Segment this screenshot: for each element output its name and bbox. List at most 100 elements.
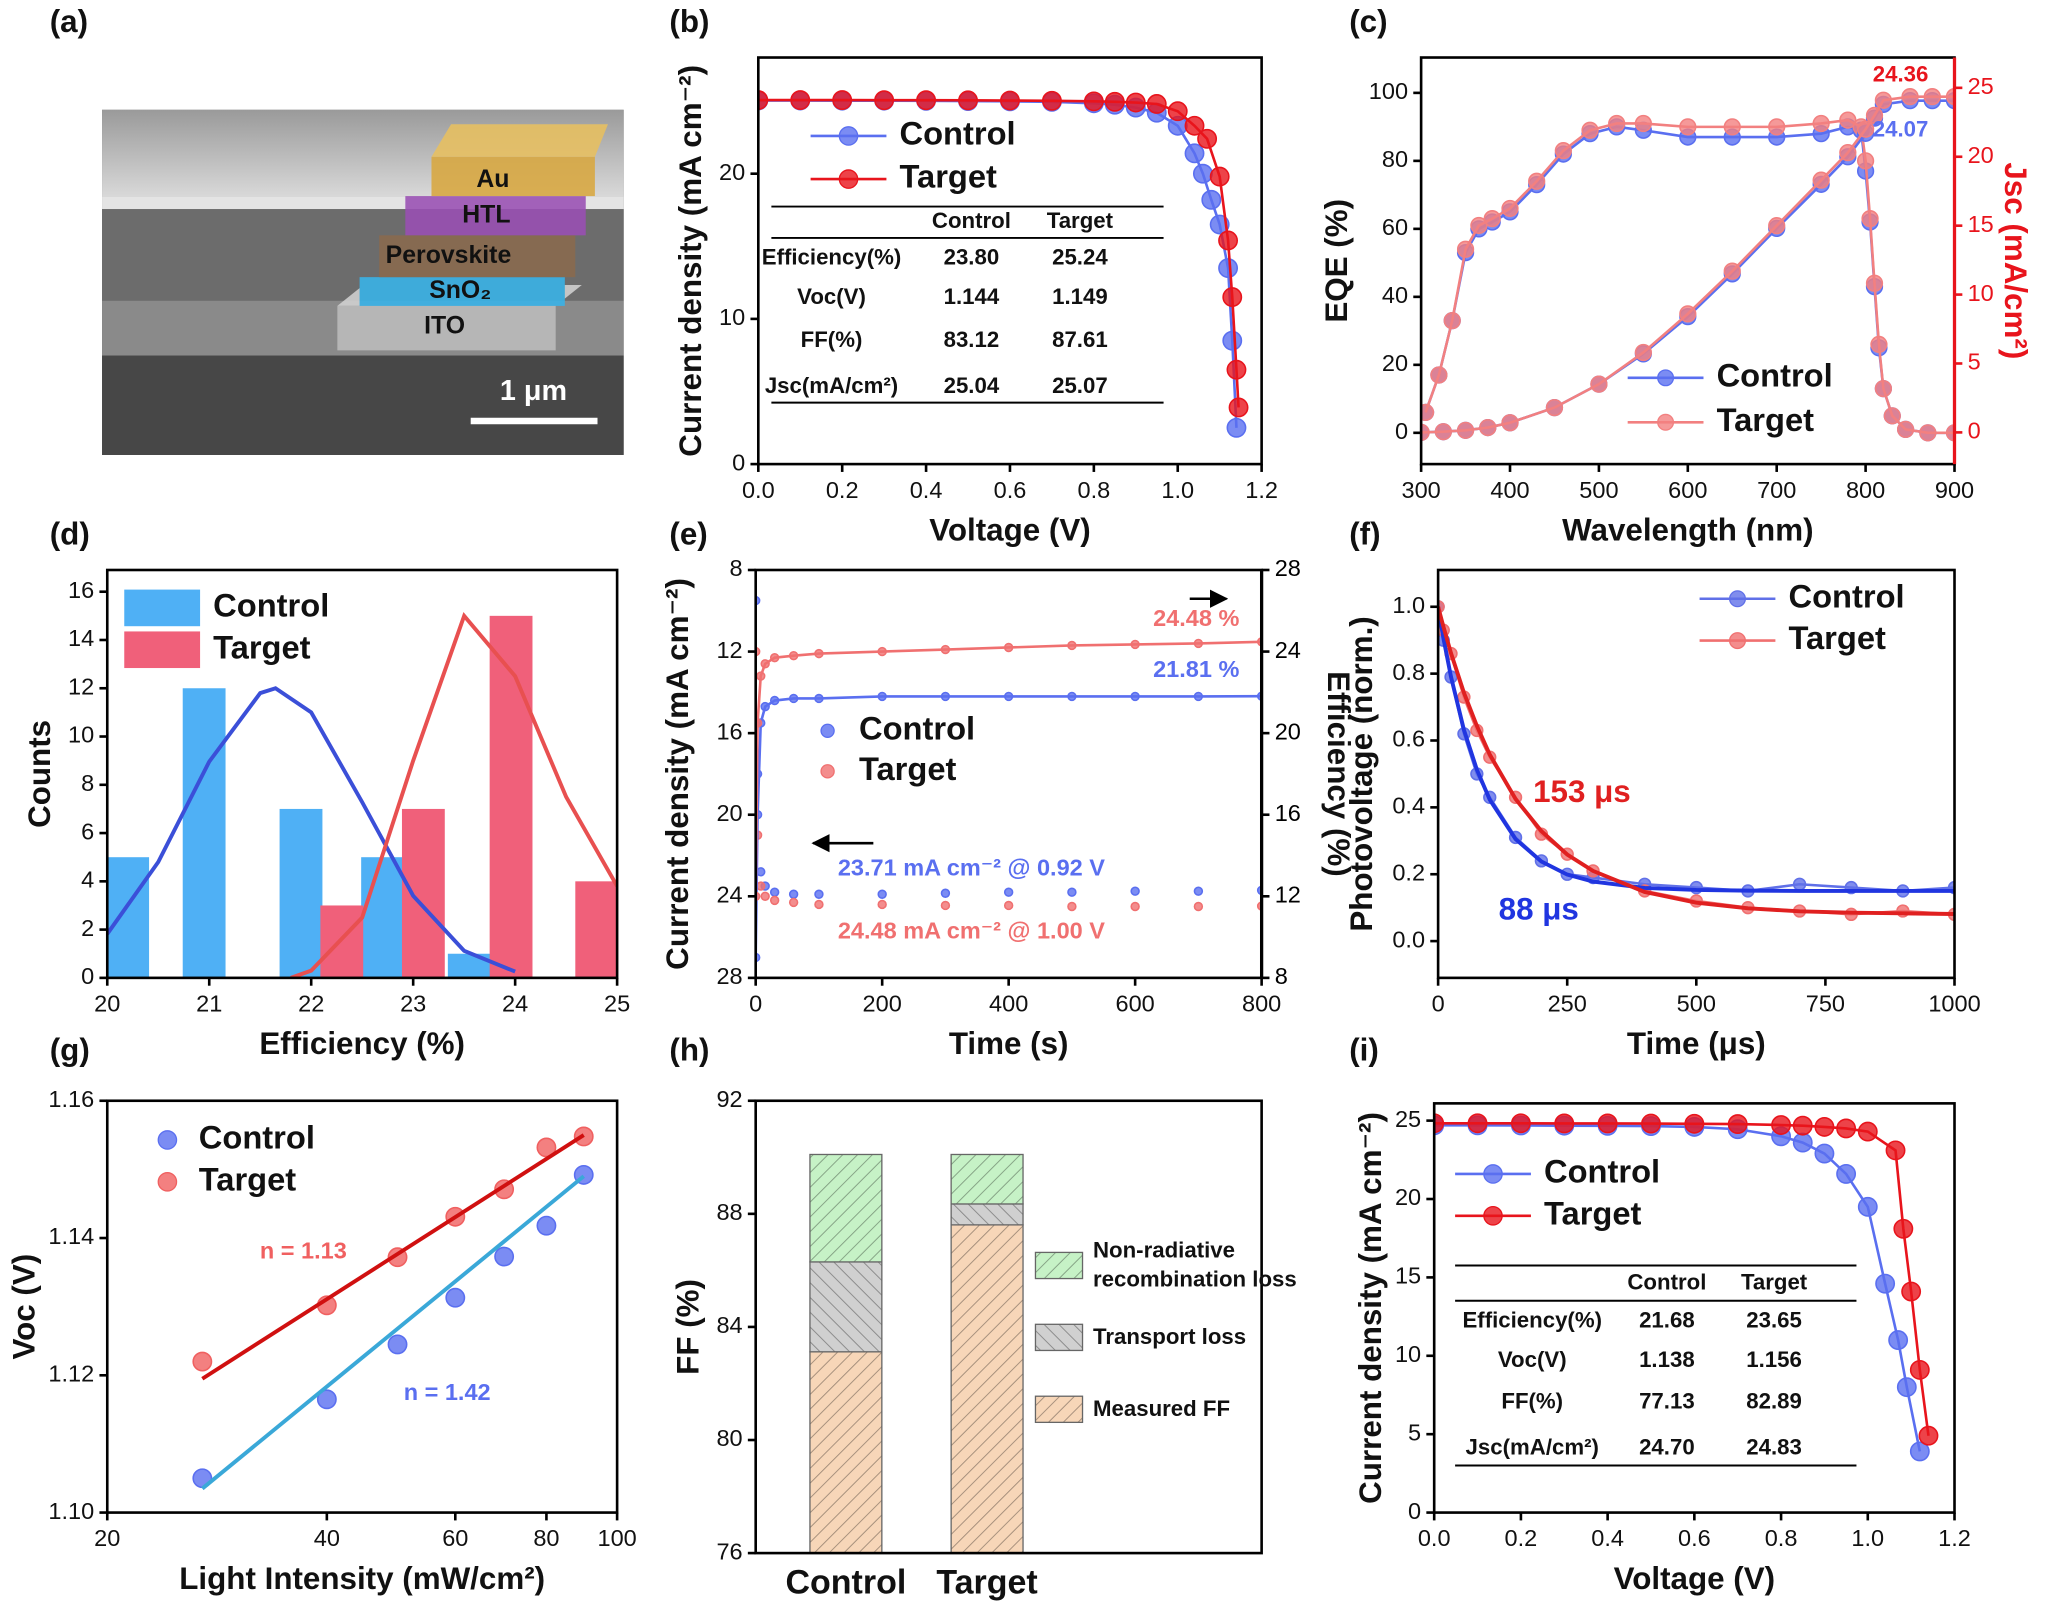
- bar-segment: [809, 1153, 883, 1263]
- x-tick-label: 500: [1677, 991, 1716, 1017]
- y-tick-label: 80: [716, 1425, 742, 1451]
- legend-label: Target: [1788, 619, 1886, 656]
- x-tick-label: 1.2: [1938, 1525, 1971, 1551]
- plot-frame: [754, 1099, 1263, 1555]
- x-tick-label: 400: [989, 991, 1028, 1017]
- marker: [1545, 398, 1564, 417]
- y-tick-label: 5: [1408, 1419, 1421, 1445]
- series-line: [290, 611, 618, 978]
- bar: [361, 857, 404, 978]
- marker: [1901, 1281, 1922, 1302]
- marker: [1874, 91, 1893, 109]
- table-cell: Jsc(mA/cm²): [1466, 1434, 1599, 1459]
- marker: [1421, 423, 1430, 442]
- table-cell: Jsc(mA/cm²): [765, 373, 898, 398]
- table-cell: 24.83: [1746, 1434, 1802, 1459]
- marker: [1067, 691, 1077, 702]
- marker: [1874, 380, 1893, 398]
- marker: [1768, 217, 1786, 235]
- marker: [814, 648, 824, 659]
- marker: [755, 718, 763, 728]
- x-tick-label: 60: [442, 1525, 468, 1551]
- y-tick-label: 8: [730, 555, 743, 581]
- marker: [1483, 210, 1501, 228]
- layer-label: ITO: [424, 312, 465, 339]
- marker: [1679, 118, 1697, 136]
- marker: [814, 693, 824, 704]
- y-tick-label: 6: [81, 818, 94, 844]
- marker: [1893, 1218, 1914, 1239]
- y-tick-label: 0.8: [1392, 659, 1425, 685]
- x-tick-label: 500: [1579, 477, 1618, 503]
- y-tick-label: 0.2: [1392, 859, 1425, 885]
- marker: [958, 90, 978, 111]
- marker: [1184, 143, 1205, 164]
- annotation: n = 1.42: [404, 1379, 491, 1405]
- legend-swatch: [1034, 1323, 1084, 1352]
- marker: [1771, 1115, 1792, 1135]
- x-axis-label: Wavelength (nm): [1562, 512, 1813, 547]
- legend-label: Target: [899, 158, 997, 195]
- marker: [1839, 111, 1857, 129]
- bar: [107, 857, 150, 978]
- y-tick-label: 20: [716, 800, 742, 826]
- marker: [536, 1215, 557, 1236]
- panel-label: (e): [669, 516, 707, 551]
- marker: [1901, 88, 1919, 106]
- marker: [1768, 118, 1786, 136]
- marker: [1003, 642, 1014, 653]
- marker: [1679, 305, 1697, 323]
- marker: [1896, 1377, 1917, 1398]
- y-tick-label: 80: [1382, 146, 1408, 172]
- legend-swatch: [838, 126, 859, 146]
- legend-label: Target: [213, 628, 311, 665]
- marker: [916, 90, 937, 111]
- marker: [788, 897, 799, 908]
- x-tick-label: 100: [597, 1525, 636, 1551]
- legend-label: Control: [1717, 356, 1833, 393]
- marker: [1125, 92, 1146, 113]
- x-tick-label: 250: [1548, 991, 1587, 1017]
- y-tick-label: 88: [716, 1199, 742, 1225]
- plot-frame: [105, 568, 619, 980]
- marker: [1581, 121, 1599, 139]
- marker: [760, 659, 770, 669]
- marker: [1554, 142, 1572, 160]
- marker: [1193, 901, 1204, 912]
- y-tick-label: 20: [719, 159, 745, 185]
- marker: [1634, 114, 1652, 133]
- marker: [1919, 424, 1937, 442]
- marker: [1456, 421, 1475, 439]
- legend-swatch: [124, 631, 201, 669]
- y2-axis-label: Efficiency (%): [1321, 671, 1356, 877]
- marker: [1861, 210, 1879, 228]
- marker: [1684, 1113, 1705, 1134]
- marker: [1130, 691, 1140, 702]
- table-header: Target: [1047, 208, 1114, 233]
- marker: [758, 90, 769, 111]
- marker: [1510, 1113, 1531, 1134]
- marker: [877, 646, 887, 657]
- marker: [1222, 330, 1243, 351]
- marker: [192, 1351, 213, 1372]
- marker: [1192, 163, 1213, 184]
- legend-swatch: [1657, 413, 1675, 431]
- marker: [1218, 258, 1239, 279]
- x-tick-label: 24: [502, 991, 528, 1017]
- marker: [788, 650, 799, 661]
- x-tick-label: 800: [1846, 477, 1885, 503]
- series-line: [1438, 606, 1955, 916]
- y-tick-label: 15: [1395, 1263, 1421, 1289]
- table-cell: 1.144: [944, 284, 1000, 309]
- y-tick-label: 10: [68, 722, 94, 748]
- y2-tick-label: 15: [1968, 211, 1994, 237]
- plot-area: [1421, 88, 1955, 442]
- x-tick-label: 600: [1668, 477, 1707, 503]
- x-tick-label: 400: [1490, 477, 1529, 503]
- bar: [489, 615, 533, 978]
- y-tick-label: 10: [719, 304, 745, 330]
- table-cell: Voc(V): [1498, 1347, 1567, 1372]
- table-cell: 23.65: [1746, 1308, 1802, 1333]
- marker: [1634, 343, 1652, 362]
- marker: [1723, 262, 1741, 280]
